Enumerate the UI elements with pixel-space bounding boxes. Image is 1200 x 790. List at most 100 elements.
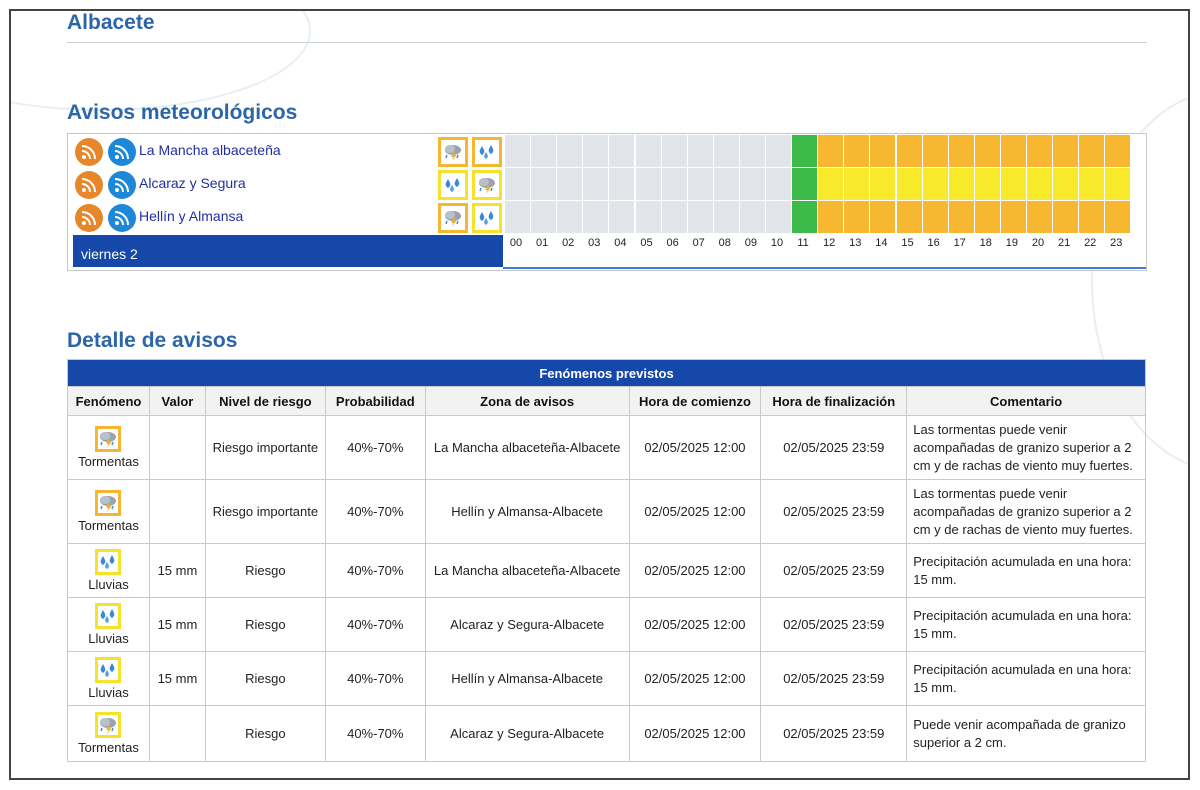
hour-cell[interactable] <box>557 168 583 200</box>
hour-cell[interactable] <box>844 168 870 200</box>
hour-cell[interactable] <box>661 201 687 233</box>
hour-cell[interactable] <box>583 168 609 200</box>
hour-cell[interactable] <box>713 135 739 167</box>
hour-label: 05 <box>640 237 653 249</box>
rss-feed-icon[interactable] <box>108 171 136 199</box>
zone-link[interactable]: Hellín y Almansa <box>139 208 244 224</box>
hour-cell[interactable] <box>1105 201 1131 233</box>
hour-cell[interactable] <box>870 168 896 200</box>
hour-label: 09 <box>744 237 758 249</box>
hour-cell[interactable] <box>896 135 922 167</box>
hour-cell[interactable] <box>583 135 609 167</box>
hour-cell[interactable] <box>1079 168 1105 200</box>
hour-cell[interactable] <box>739 168 765 200</box>
hour-cell[interactable] <box>922 168 948 200</box>
hour-cell[interactable] <box>505 135 530 167</box>
hour-cell[interactable] <box>974 168 1000 200</box>
zone-link[interactable]: Alcaraz y Segura <box>139 175 246 191</box>
hour-cell[interactable] <box>557 201 583 233</box>
hour-cell[interactable] <box>739 201 765 233</box>
day-underline <box>503 267 1146 269</box>
hour-cell[interactable] <box>1053 168 1079 200</box>
hour-cell[interactable] <box>922 135 948 167</box>
hour-cell[interactable] <box>1079 201 1105 233</box>
storm-icon[interactable] <box>438 203 468 233</box>
hour-cell[interactable] <box>818 135 844 167</box>
hour-cell[interactable] <box>531 201 557 233</box>
hour-cell[interactable] <box>505 201 530 233</box>
hour-cell[interactable] <box>609 168 635 200</box>
hour-cell[interactable] <box>818 168 844 200</box>
rss-feed-icon[interactable] <box>75 204 103 232</box>
hour-cell[interactable] <box>792 135 818 167</box>
storm-icon[interactable] <box>472 170 502 200</box>
hour-cell[interactable] <box>948 168 974 200</box>
hour-cell[interactable] <box>974 135 1000 167</box>
hour-cell[interactable] <box>792 201 818 233</box>
hour-cell[interactable] <box>948 201 974 233</box>
hour-cell[interactable] <box>766 135 791 167</box>
zone-row: Hellín y Almansa <box>68 201 1148 234</box>
hour-cell[interactable] <box>1027 201 1052 233</box>
hour-cell[interactable] <box>531 168 557 200</box>
hour-cell[interactable] <box>896 168 922 200</box>
comment-cell: Puede venir acompañada de granizo superi… <box>906 705 1146 762</box>
risk-level-cell: Riesgo importante <box>204 415 326 480</box>
hour-cell[interactable] <box>635 135 661 167</box>
hour-cell[interactable] <box>766 168 791 200</box>
hour-cell[interactable] <box>713 168 739 200</box>
hour-cell[interactable] <box>1105 135 1131 167</box>
rain-icon[interactable] <box>472 137 502 167</box>
hour-cell[interactable] <box>792 168 818 200</box>
detail-section-title: Detalle de avisos <box>67 329 238 352</box>
hour-cell[interactable] <box>844 135 870 167</box>
hour-cell[interactable] <box>635 168 661 200</box>
hour-cell[interactable] <box>1027 135 1052 167</box>
hour-cell[interactable] <box>661 135 687 167</box>
hour-cell[interactable] <box>713 201 739 233</box>
hour-cell[interactable] <box>687 168 713 200</box>
hour-cell[interactable] <box>505 168 530 200</box>
hour-cell[interactable] <box>870 201 896 233</box>
hour-cell[interactable] <box>948 135 974 167</box>
hour-cell[interactable] <box>766 201 791 233</box>
hour-cell[interactable] <box>1027 168 1052 200</box>
hour-cell[interactable] <box>1105 168 1131 200</box>
hour-cell[interactable] <box>1053 201 1079 233</box>
hour-cell[interactable] <box>922 201 948 233</box>
hour-cell[interactable] <box>844 201 870 233</box>
hour-cell[interactable] <box>583 201 609 233</box>
hour-cell[interactable] <box>635 201 661 233</box>
hour-cell[interactable] <box>687 201 713 233</box>
rain-icon[interactable] <box>438 170 468 200</box>
hour-cell[interactable] <box>557 135 583 167</box>
hour-cell[interactable] <box>661 168 687 200</box>
hour-cell[interactable] <box>739 135 765 167</box>
rss-feed-icon[interactable] <box>75 138 103 166</box>
zone-cell: La Mancha albaceteña-Albacete <box>424 543 630 598</box>
hour-cell[interactable] <box>1000 135 1026 167</box>
rss-feed-icon[interactable] <box>108 204 136 232</box>
hour-cell[interactable] <box>974 201 1000 233</box>
phenomenon-label: Lluvias <box>88 577 129 592</box>
hour-cell[interactable] <box>1000 201 1026 233</box>
zone-link[interactable]: La Mancha albaceteña <box>139 142 281 158</box>
zone-cell: Alcaraz y Segura-Albacete <box>424 597 630 652</box>
value-cell <box>148 415 206 480</box>
hour-cell[interactable] <box>531 135 557 167</box>
hour-cell[interactable] <box>1000 168 1026 200</box>
hour-cell[interactable] <box>818 201 844 233</box>
start-time-cell: 02/05/2025 12:00 <box>628 415 762 480</box>
hour-cell[interactable] <box>609 201 635 233</box>
rss-feed-icon[interactable] <box>75 171 103 199</box>
rain-icon[interactable] <box>472 203 502 233</box>
hour-cell[interactable] <box>687 135 713 167</box>
rss-feed-icon[interactable] <box>108 138 136 166</box>
hour-cell[interactable] <box>1079 135 1105 167</box>
storm-icon <box>95 426 122 452</box>
storm-icon[interactable] <box>438 137 468 167</box>
hour-cell[interactable] <box>896 201 922 233</box>
hour-cell[interactable] <box>870 135 896 167</box>
hour-cell[interactable] <box>609 135 635 167</box>
hour-cell[interactable] <box>1053 135 1079 167</box>
